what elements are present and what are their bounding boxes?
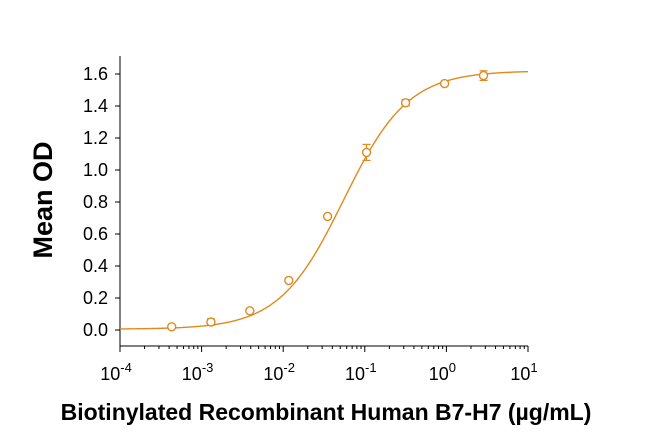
- x-tick-label: 10-1: [345, 360, 377, 384]
- data-marker: [284, 275, 294, 286]
- x-tick-exponent: -1: [365, 360, 377, 375]
- data-marker: [478, 70, 489, 81]
- y-tick-label: 0.6: [83, 224, 108, 244]
- data-marker: [439, 78, 450, 89]
- data-marker: [206, 317, 216, 327]
- x-tick-base: 10: [100, 364, 120, 384]
- x-tick-exponent: 0: [449, 360, 456, 375]
- data-point: [361, 143, 372, 161]
- x-tick-base: 10: [345, 364, 365, 384]
- data-points-layer: [166, 70, 489, 332]
- x-axis: 10-4 10-3 10-2 10-1 100 101: [100, 345, 538, 384]
- data-marker: [166, 322, 177, 332]
- x-tick-label: 100: [429, 360, 456, 384]
- y-tick-label: 1.0: [83, 160, 108, 180]
- y-axis: 0.0 0.2 0.4 0.6 0.8 1.0 1.2 1.4 1.6: [83, 56, 121, 346]
- fit-curve-layer: [119, 70, 529, 330]
- x-tick-exponent: -4: [120, 360, 132, 375]
- data-point: [206, 317, 216, 327]
- data-marker: [245, 306, 255, 316]
- data-marker: [400, 98, 411, 108]
- y-tick-label: 0.0: [83, 320, 108, 340]
- x-tick-base: 10: [182, 364, 202, 384]
- x-tick-label: 10-3: [182, 360, 214, 384]
- x-tick-exponent: -3: [202, 360, 214, 375]
- x-tick-label: 10-4: [100, 360, 132, 384]
- data-point: [245, 306, 255, 316]
- y-tick-label: 1.2: [83, 128, 108, 148]
- y-tick-label: 0.4: [83, 256, 108, 276]
- data-marker: [322, 211, 333, 222]
- fit-curve: [119, 70, 529, 330]
- x-tick-label: 101: [510, 360, 537, 384]
- data-point: [439, 78, 450, 89]
- x-tick-label: 10-2: [263, 360, 295, 384]
- x-tick-base: 10: [263, 364, 283, 384]
- x-tick-exponent: -2: [283, 360, 295, 375]
- y-tick-label: 0.8: [83, 192, 108, 212]
- x-tick-base: 10: [429, 364, 449, 384]
- y-tick-label: 1.6: [83, 64, 108, 84]
- data-marker: [361, 147, 372, 158]
- x-axis-title: Biotinylated Recombinant Human B7-H7 (µg…: [61, 399, 592, 425]
- data-point: [322, 211, 333, 222]
- data-point: [478, 70, 489, 82]
- data-point: [400, 98, 411, 108]
- data-point: [284, 275, 294, 286]
- y-tick-label: 1.4: [83, 96, 108, 116]
- data-point: [166, 322, 177, 332]
- y-tick-label: 0.2: [83, 288, 108, 308]
- x-tick-base: 10: [510, 364, 530, 384]
- x-tick-exponent: 1: [530, 360, 537, 375]
- y-axis-title: Mean OD: [28, 141, 58, 258]
